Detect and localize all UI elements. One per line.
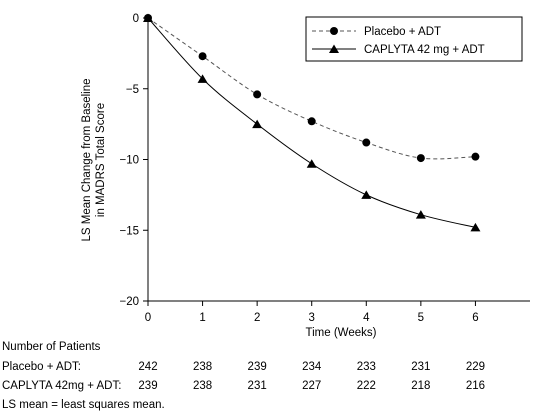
y-tick-label: −15 [119,225,139,237]
x-tick-label: 3 [309,312,315,324]
patient-count: 222 [356,380,376,392]
data-point-placebo [307,117,316,126]
y-tick-label: −5 [126,84,139,96]
patient-count: 238 [192,380,213,392]
patient-count: 231 [411,361,431,373]
patient-count: 239 [138,380,158,392]
legend-label-placebo: Placebo + ADT [364,26,441,38]
line-chart: 0 −5 −10 −15 −20 0 1 2 3 4 5 6 LS Mean Change from… [81,13,530,339]
legend-label-caplyta: CAPLYTA 42 mg + ADT [364,44,485,56]
data-point-caplyta [470,222,481,232]
y-tick-label: −20 [119,296,139,308]
data-point-placebo [253,90,262,99]
x-tick-label: 0 [145,312,151,324]
data-point-caplyta [415,210,426,219]
legend-box [305,16,523,62]
x-tick-label: 2 [254,312,260,324]
patients-row-label-caplyta: CAPLYTA 42mg + ADT: [2,380,122,392]
patient-count: 231 [247,380,267,392]
x-tick-label: 5 [418,312,424,324]
patient-count: 218 [411,380,431,392]
patients-row-label-placebo: Placebo + ADT: [2,361,81,373]
y-ticks: 0 −5 −10 −15 −20 [119,13,148,308]
x-tick-label: 1 [199,312,205,324]
y-tick-label: −10 [119,155,139,167]
patient-count: 242 [138,361,158,373]
x-tick-label: 4 [363,312,370,324]
patient-count: 216 [465,380,486,392]
legend: Placebo + ADT CAPLYTA 42 mg + ADT [305,16,523,62]
data-point-caplyta [361,190,372,199]
patient-count: 238 [192,361,213,373]
patient-count: 229 [465,361,486,373]
data-point-caplyta [197,74,208,83]
x-axis-label: Time (Weeks) [306,327,377,339]
data-point-placebo [198,52,207,61]
patient-count: 233 [356,361,376,373]
x-ticks: 0 1 2 3 4 5 6 [145,301,479,324]
series-layer [143,13,481,232]
x-tick-label: 6 [472,312,478,324]
patients-table-title: Number of Patients [2,341,101,353]
y-tick-label: 0 [133,13,139,25]
data-point-caplyta [306,159,317,168]
y-axis-label-line1: LS Mean Change from Baseline [81,78,93,241]
patient-count: 239 [247,361,267,373]
data-point-placebo [471,152,480,161]
patient-count: 234 [302,361,322,373]
data-point-placebo [362,138,371,147]
data-point-caplyta [143,13,153,22]
y-axis-label-line2: in MADRS Total Score [95,103,107,217]
footnote: LS mean = least squares mean. [2,399,165,411]
data-point-caplyta [252,119,263,129]
data-point-placebo [416,154,425,163]
legend-marker-triangle [329,44,339,53]
legend-marker-circle [330,27,338,35]
patient-count: 227 [302,380,322,392]
